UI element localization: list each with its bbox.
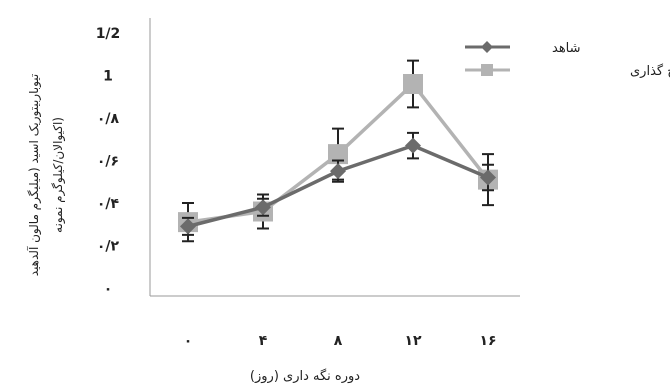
data-point-diamond: [330, 163, 346, 180]
x-tick-label: ۸: [334, 333, 343, 349]
series-1: [178, 59, 498, 243]
y-tick-label: ۰/۸: [97, 111, 120, 127]
y-tick-label: ۰/۴: [97, 196, 120, 212]
data-point-diamond: [255, 199, 271, 216]
x-tick-label: ۰: [184, 333, 193, 349]
y-tick-label: 1/2: [96, 26, 121, 42]
diamond-marker-icon: [481, 41, 493, 53]
square-marker-icon: [481, 64, 493, 76]
y-tick-label: ۰: [104, 281, 113, 297]
y-tick-labels: ۰ ۰/۲ ۰/۴ ۰/۶ ۰/۸ 1 1/2: [96, 26, 121, 297]
x-tick-labels: ۰ ۴ ۸ ۱۲ ۱۶: [184, 333, 497, 349]
y-axis-label-line2: اکیوالان/کیلوگرم نمونه): [51, 117, 66, 233]
data-point-square: [328, 144, 348, 165]
legend-item-control: شاهد: [465, 41, 581, 56]
x-tick-label: ۱۲: [404, 333, 422, 349]
y-tick-label: ۰/۶: [97, 154, 119, 170]
data-point-diamond: [180, 218, 196, 235]
y-tick-label: ۰/۲: [97, 239, 120, 255]
series-layer: [178, 59, 498, 243]
series-0: [180, 131, 496, 236]
legend-label-delayed-icing: تاخیر در یخ گذاری: [630, 63, 670, 79]
y-axis-label: تیوباربیتوریک اسید (میلیگرم مالون آلدهید: [26, 74, 42, 276]
data-point-diamond: [480, 169, 496, 186]
legend-label-control: شاهد: [552, 41, 581, 56]
x-tick-label: ۴: [259, 333, 268, 349]
legend-item-delayed-icing: تاخیر در یخ گذاری: [465, 63, 670, 79]
x-axis-label: دوره نگه داری (روز): [250, 368, 360, 384]
y-axis-title: تیوباربیتوریک اسید (میلیگرم مالون آلدهید…: [26, 74, 66, 276]
legend: شاهد تاخیر در یخ گذاری: [465, 41, 670, 79]
chart-axes: [149, 18, 520, 297]
data-point-diamond: [405, 137, 421, 154]
data-point-square: [403, 74, 423, 94]
x-tick-label: ۱۶: [479, 333, 496, 349]
y-tick-label: 1: [103, 69, 113, 85]
